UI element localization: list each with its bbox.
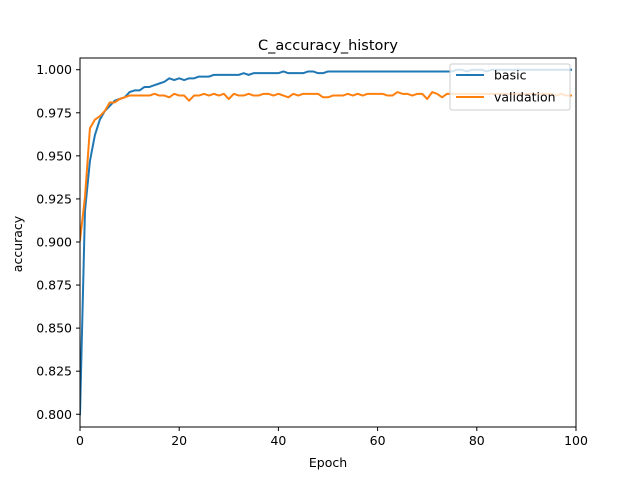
y-tick-label: 0.825 <box>36 364 72 379</box>
plot-frame <box>79 57 577 428</box>
y-tick-label: 0.975 <box>36 105 72 120</box>
legend: basic validation <box>449 63 571 111</box>
y-tick-label: 0.950 <box>36 148 72 163</box>
y-tick-label: 0.900 <box>36 234 72 249</box>
legend-label-basic: basic <box>494 68 527 83</box>
x-tick-label: 40 <box>270 433 286 448</box>
plot-area: 0 20 40 60 80 100 0.800 0.825 0.850 0.875 0.900 0.9… <box>36 57 588 448</box>
x-tick-label: 80 <box>469 433 485 448</box>
y-axis-label: accuracy <box>10 215 25 272</box>
y-tick-label: 0.800 <box>36 407 72 422</box>
chart-title: C_accuracy_history <box>258 38 398 54</box>
x-tick-label: 100 <box>564 433 588 448</box>
x-tick-label: 20 <box>171 433 187 448</box>
x-axis-label: Epoch <box>309 455 347 470</box>
x-tick-label: 0 <box>76 433 84 448</box>
x-tick-label: 60 <box>370 433 386 448</box>
y-tick-label: 1.000 <box>36 62 72 77</box>
y-tick-label: 0.875 <box>36 278 72 293</box>
y-tick-label: 0.925 <box>36 191 72 206</box>
y-tick-label: 0.850 <box>36 321 72 336</box>
legend-label-validation: validation <box>494 90 556 105</box>
